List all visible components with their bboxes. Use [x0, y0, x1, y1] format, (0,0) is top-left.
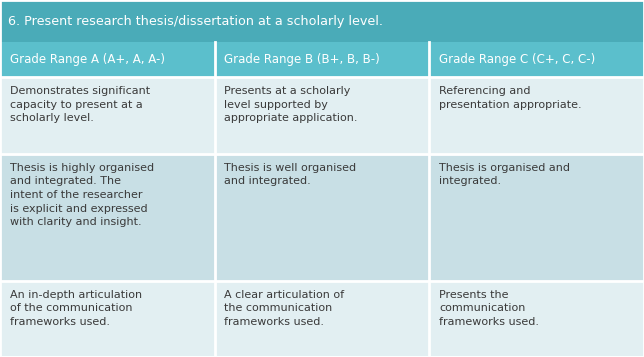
- Bar: [430, 281, 644, 357]
- Text: Grade Range C (C+, C, C-): Grade Range C (C+, C, C-): [439, 53, 595, 66]
- Text: An in-depth articulation
of the communication
frameworks used.: An in-depth articulation of the communic…: [10, 290, 142, 327]
- Bar: [0, 154, 214, 281]
- Bar: [214, 77, 430, 154]
- Text: Grade Range B (B+, B, B-): Grade Range B (B+, B, B-): [224, 53, 380, 66]
- Text: Thesis is organised and
integrated.: Thesis is organised and integrated.: [439, 163, 570, 186]
- Text: Thesis is highly organised
and integrated. The
intent of the researcher
is expli: Thesis is highly organised and integrate…: [10, 163, 154, 227]
- Bar: [0, 42, 214, 77]
- Bar: [430, 77, 644, 154]
- Bar: [0, 77, 214, 154]
- Text: Presents at a scholarly
level supported by
appropriate application.: Presents at a scholarly level supported …: [224, 86, 358, 123]
- Bar: [0, 0, 644, 42]
- Bar: [430, 154, 644, 281]
- Text: 6. Present research thesis/dissertation at a scholarly level.: 6. Present research thesis/dissertation …: [8, 15, 383, 27]
- Bar: [430, 42, 644, 77]
- Text: Thesis is well organised
and integrated.: Thesis is well organised and integrated.: [224, 163, 356, 186]
- Text: Grade Range A (A+, A, A-): Grade Range A (A+, A, A-): [10, 53, 165, 66]
- Text: Referencing and
presentation appropriate.: Referencing and presentation appropriate…: [439, 86, 582, 110]
- Text: Presents the
communication
frameworks used.: Presents the communication frameworks us…: [439, 290, 539, 327]
- Text: A clear articulation of
the communication
frameworks used.: A clear articulation of the communicatio…: [224, 290, 345, 327]
- Bar: [214, 281, 430, 357]
- Bar: [214, 42, 430, 77]
- Text: Demonstrates significant
capacity to present at a
scholarly level.: Demonstrates significant capacity to pre…: [10, 86, 150, 123]
- Bar: [0, 281, 214, 357]
- Bar: [214, 154, 430, 281]
